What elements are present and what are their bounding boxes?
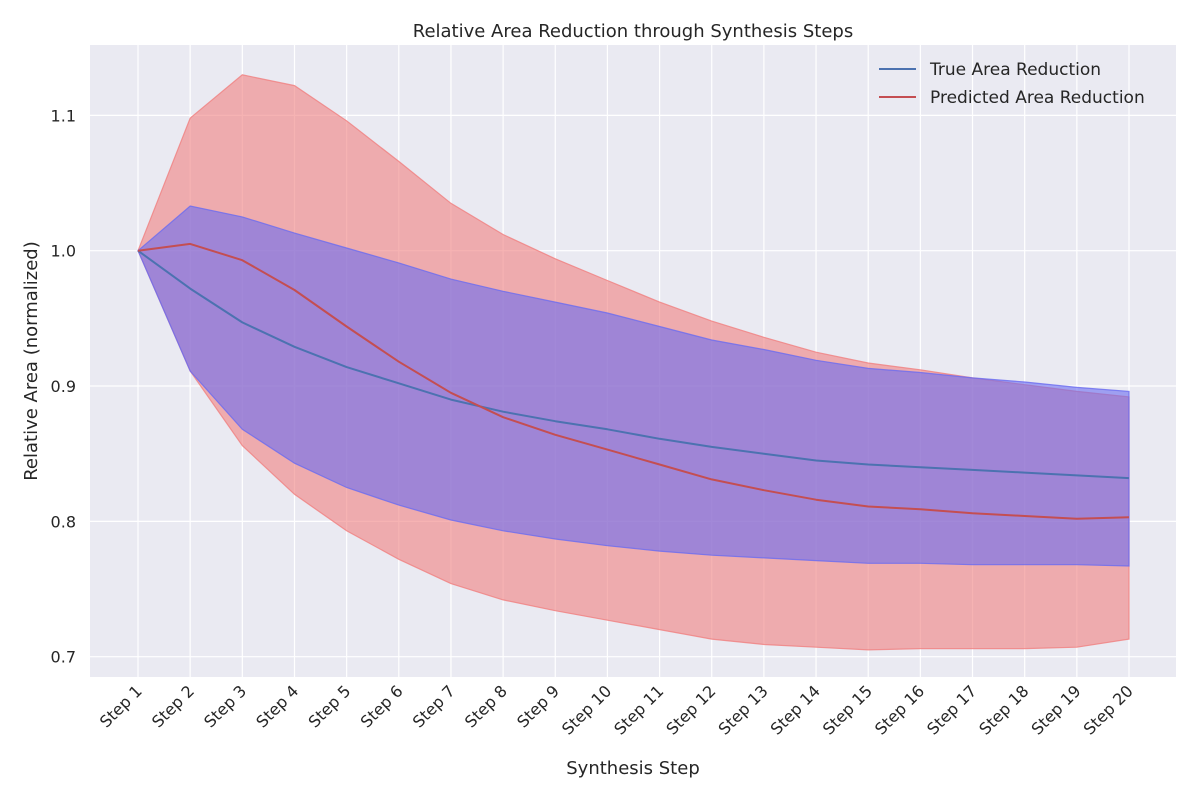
line-true-area-reduction	[137, 249, 1130, 480]
x-tick-label: Step 20	[1080, 681, 1137, 738]
x-tick-label: Step 9	[513, 681, 563, 731]
y-tick-labels: 0.7 0.8 0.9 1.0 1.1	[51, 106, 76, 666]
x-tick-label: Step 8	[461, 681, 511, 731]
x-tick-label: Step 6	[357, 681, 407, 731]
x-tick-label: Step 4	[252, 681, 302, 731]
x-tick-label: Step 12	[662, 681, 719, 738]
x-tick-label: Step 11	[610, 681, 667, 738]
x-tick-label: Step 13	[715, 681, 772, 738]
x-tick-label: Step 7	[409, 681, 459, 731]
x-axis-label: Synthesis Step	[566, 758, 700, 779]
y-tick-label: 1.0	[51, 242, 76, 261]
x-tick-label: Step 16	[871, 681, 928, 738]
x-tick-label: Step 2	[148, 681, 198, 731]
x-tick-label: Step 5	[304, 681, 354, 731]
x-tick-label: Step 18	[975, 681, 1032, 738]
y-axis-label: Relative Area (normalized)	[21, 241, 42, 481]
line-predicted-area-reduction	[137, 242, 1130, 520]
x-tick-label: Step 14	[767, 681, 824, 738]
x-tick-labels: Step 1 Step 2 Step 3 Step 4 Step 5 Step 6 Step…	[96, 681, 1137, 738]
x-tick-label: Step 3	[200, 681, 250, 731]
series-lines	[137, 242, 1130, 520]
chart-title: Relative Area Reduction through Synthesi…	[413, 21, 853, 42]
y-tick-label: 0.7	[51, 648, 76, 667]
legend-label-predicted: Predicted Area Reduction	[930, 88, 1145, 108]
x-tick-label: Step 15	[819, 681, 876, 738]
y-tick-label: 0.8	[51, 512, 76, 531]
confidence-bands	[137, 74, 1130, 651]
y-tick-label: 1.1	[51, 106, 76, 125]
x-tick-label: Step 1	[96, 681, 146, 731]
x-tick-label: Step 17	[923, 681, 980, 738]
x-tick-label: Step 10	[558, 681, 615, 738]
legend-label-true: True Area Reduction	[929, 60, 1101, 80]
y-tick-label: 0.9	[51, 377, 76, 396]
legend: True Area Reduction Predicted Area Reduc…	[879, 60, 1145, 108]
x-tick-label: Step 19	[1027, 681, 1084, 738]
band-true	[137, 205, 1130, 567]
